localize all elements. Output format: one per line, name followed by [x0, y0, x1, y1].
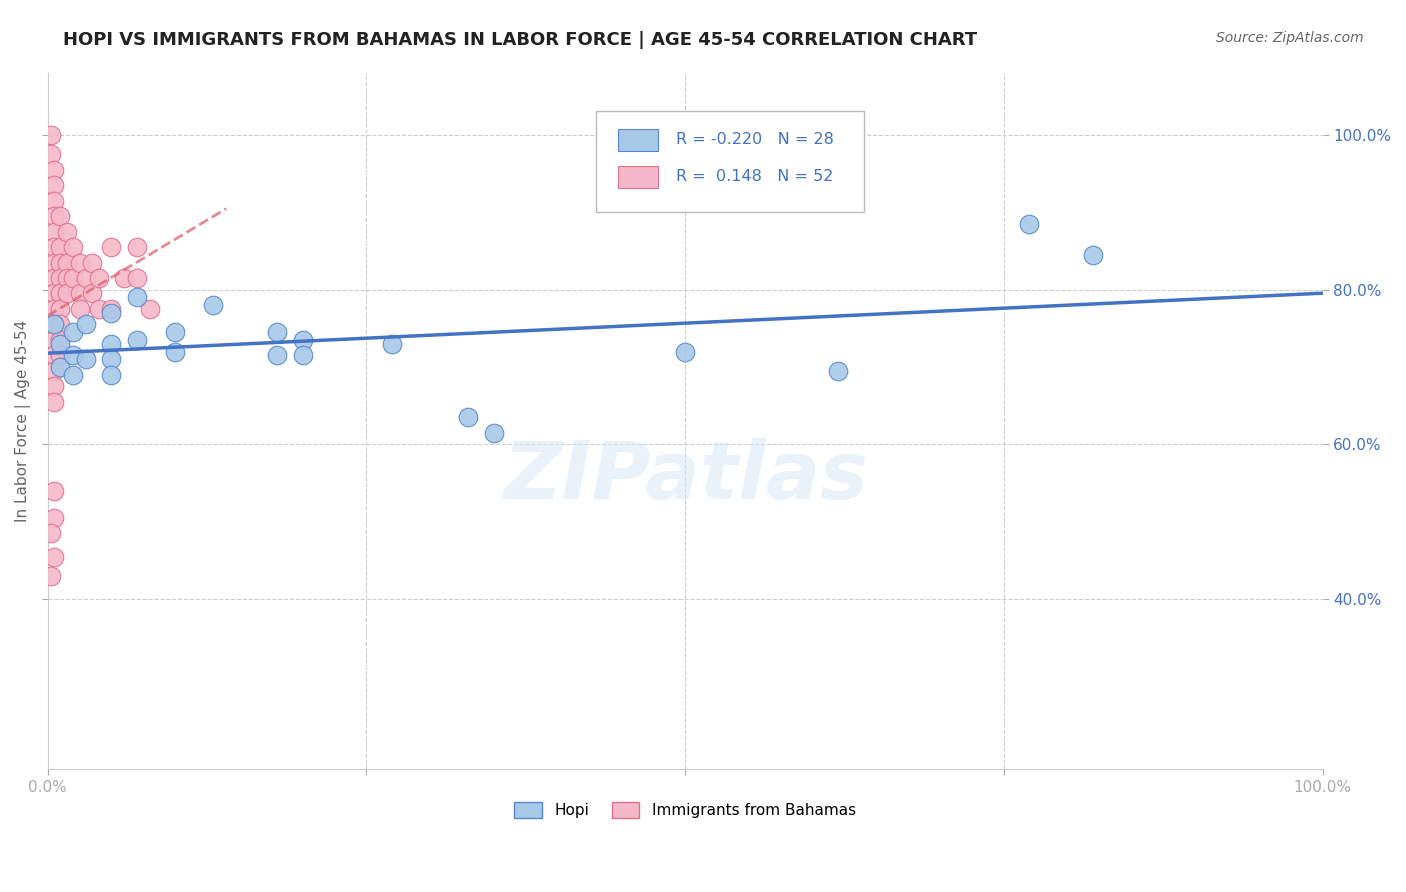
- Point: [75, 352, 97, 367]
- Point: [49, 240, 72, 254]
- Point: [42, 364, 65, 378]
- Point: [41, 128, 63, 142]
- Point: [42, 483, 65, 498]
- Point: [202, 298, 225, 312]
- Point: [62, 240, 84, 254]
- Point: [125, 333, 148, 347]
- Point: [62, 348, 84, 362]
- Point: [75, 271, 97, 285]
- Point: [165, 325, 187, 339]
- Point: [69, 255, 91, 269]
- Point: [82, 255, 104, 269]
- Point: [125, 271, 148, 285]
- Y-axis label: In Labor Force | Age 45-54: In Labor Force | Age 45-54: [15, 320, 31, 523]
- Point: [56, 286, 79, 301]
- Point: [49, 333, 72, 347]
- Point: [87, 271, 110, 285]
- Point: [42, 286, 65, 301]
- Point: [1018, 217, 1040, 231]
- Text: R =  0.148   N = 52: R = 0.148 N = 52: [676, 169, 834, 185]
- Point: [42, 194, 65, 208]
- Point: [42, 178, 65, 193]
- Point: [75, 318, 97, 332]
- Point: [42, 549, 65, 564]
- Point: [41, 569, 63, 583]
- Point: [49, 348, 72, 362]
- Point: [381, 336, 404, 351]
- Point: [42, 379, 65, 393]
- Point: [42, 318, 65, 332]
- Point: [100, 306, 122, 320]
- Point: [49, 301, 72, 316]
- Point: [138, 301, 160, 316]
- Point: [165, 344, 187, 359]
- FancyBboxPatch shape: [596, 112, 863, 212]
- Point: [266, 348, 288, 362]
- Point: [49, 336, 72, 351]
- Legend: Hopi, Immigrants from Bahamas: Hopi, Immigrants from Bahamas: [509, 797, 862, 824]
- Point: [49, 359, 72, 374]
- Point: [56, 255, 79, 269]
- Text: Source: ZipAtlas.com: Source: ZipAtlas.com: [1216, 31, 1364, 45]
- Bar: [617, 166, 658, 188]
- Point: [42, 225, 65, 239]
- Point: [62, 325, 84, 339]
- Point: [457, 410, 479, 425]
- Point: [112, 271, 135, 285]
- Point: [125, 290, 148, 304]
- Text: ZIPatlas: ZIPatlas: [502, 438, 868, 516]
- Point: [673, 344, 696, 359]
- Point: [291, 333, 314, 347]
- Point: [42, 162, 65, 177]
- Point: [62, 368, 84, 382]
- Point: [100, 240, 122, 254]
- Point: [69, 286, 91, 301]
- Point: [827, 364, 849, 378]
- Point: [42, 255, 65, 269]
- Text: R = -0.220   N = 28: R = -0.220 N = 28: [676, 132, 834, 147]
- Point: [100, 301, 122, 316]
- Point: [482, 425, 505, 440]
- Point: [42, 333, 65, 347]
- Point: [62, 271, 84, 285]
- Point: [56, 225, 79, 239]
- Point: [100, 352, 122, 367]
- Point: [49, 286, 72, 301]
- Point: [42, 511, 65, 525]
- Point: [49, 318, 72, 332]
- Point: [125, 240, 148, 254]
- Point: [42, 394, 65, 409]
- Bar: [617, 128, 658, 151]
- Point: [41, 147, 63, 161]
- Point: [56, 271, 79, 285]
- Point: [42, 271, 65, 285]
- Point: [42, 301, 65, 316]
- Point: [49, 271, 72, 285]
- Point: [69, 301, 91, 316]
- Point: [266, 325, 288, 339]
- Text: HOPI VS IMMIGRANTS FROM BAHAMAS IN LABOR FORCE | AGE 45-54 CORRELATION CHART: HOPI VS IMMIGRANTS FROM BAHAMAS IN LABOR…: [63, 31, 977, 49]
- Point: [82, 286, 104, 301]
- Point: [42, 209, 65, 223]
- Point: [49, 209, 72, 223]
- Point: [100, 336, 122, 351]
- Point: [42, 348, 65, 362]
- Point: [291, 348, 314, 362]
- Point: [87, 301, 110, 316]
- Point: [41, 526, 63, 541]
- Point: [1081, 248, 1104, 262]
- Point: [100, 368, 122, 382]
- Point: [42, 318, 65, 332]
- Point: [49, 255, 72, 269]
- Point: [42, 240, 65, 254]
